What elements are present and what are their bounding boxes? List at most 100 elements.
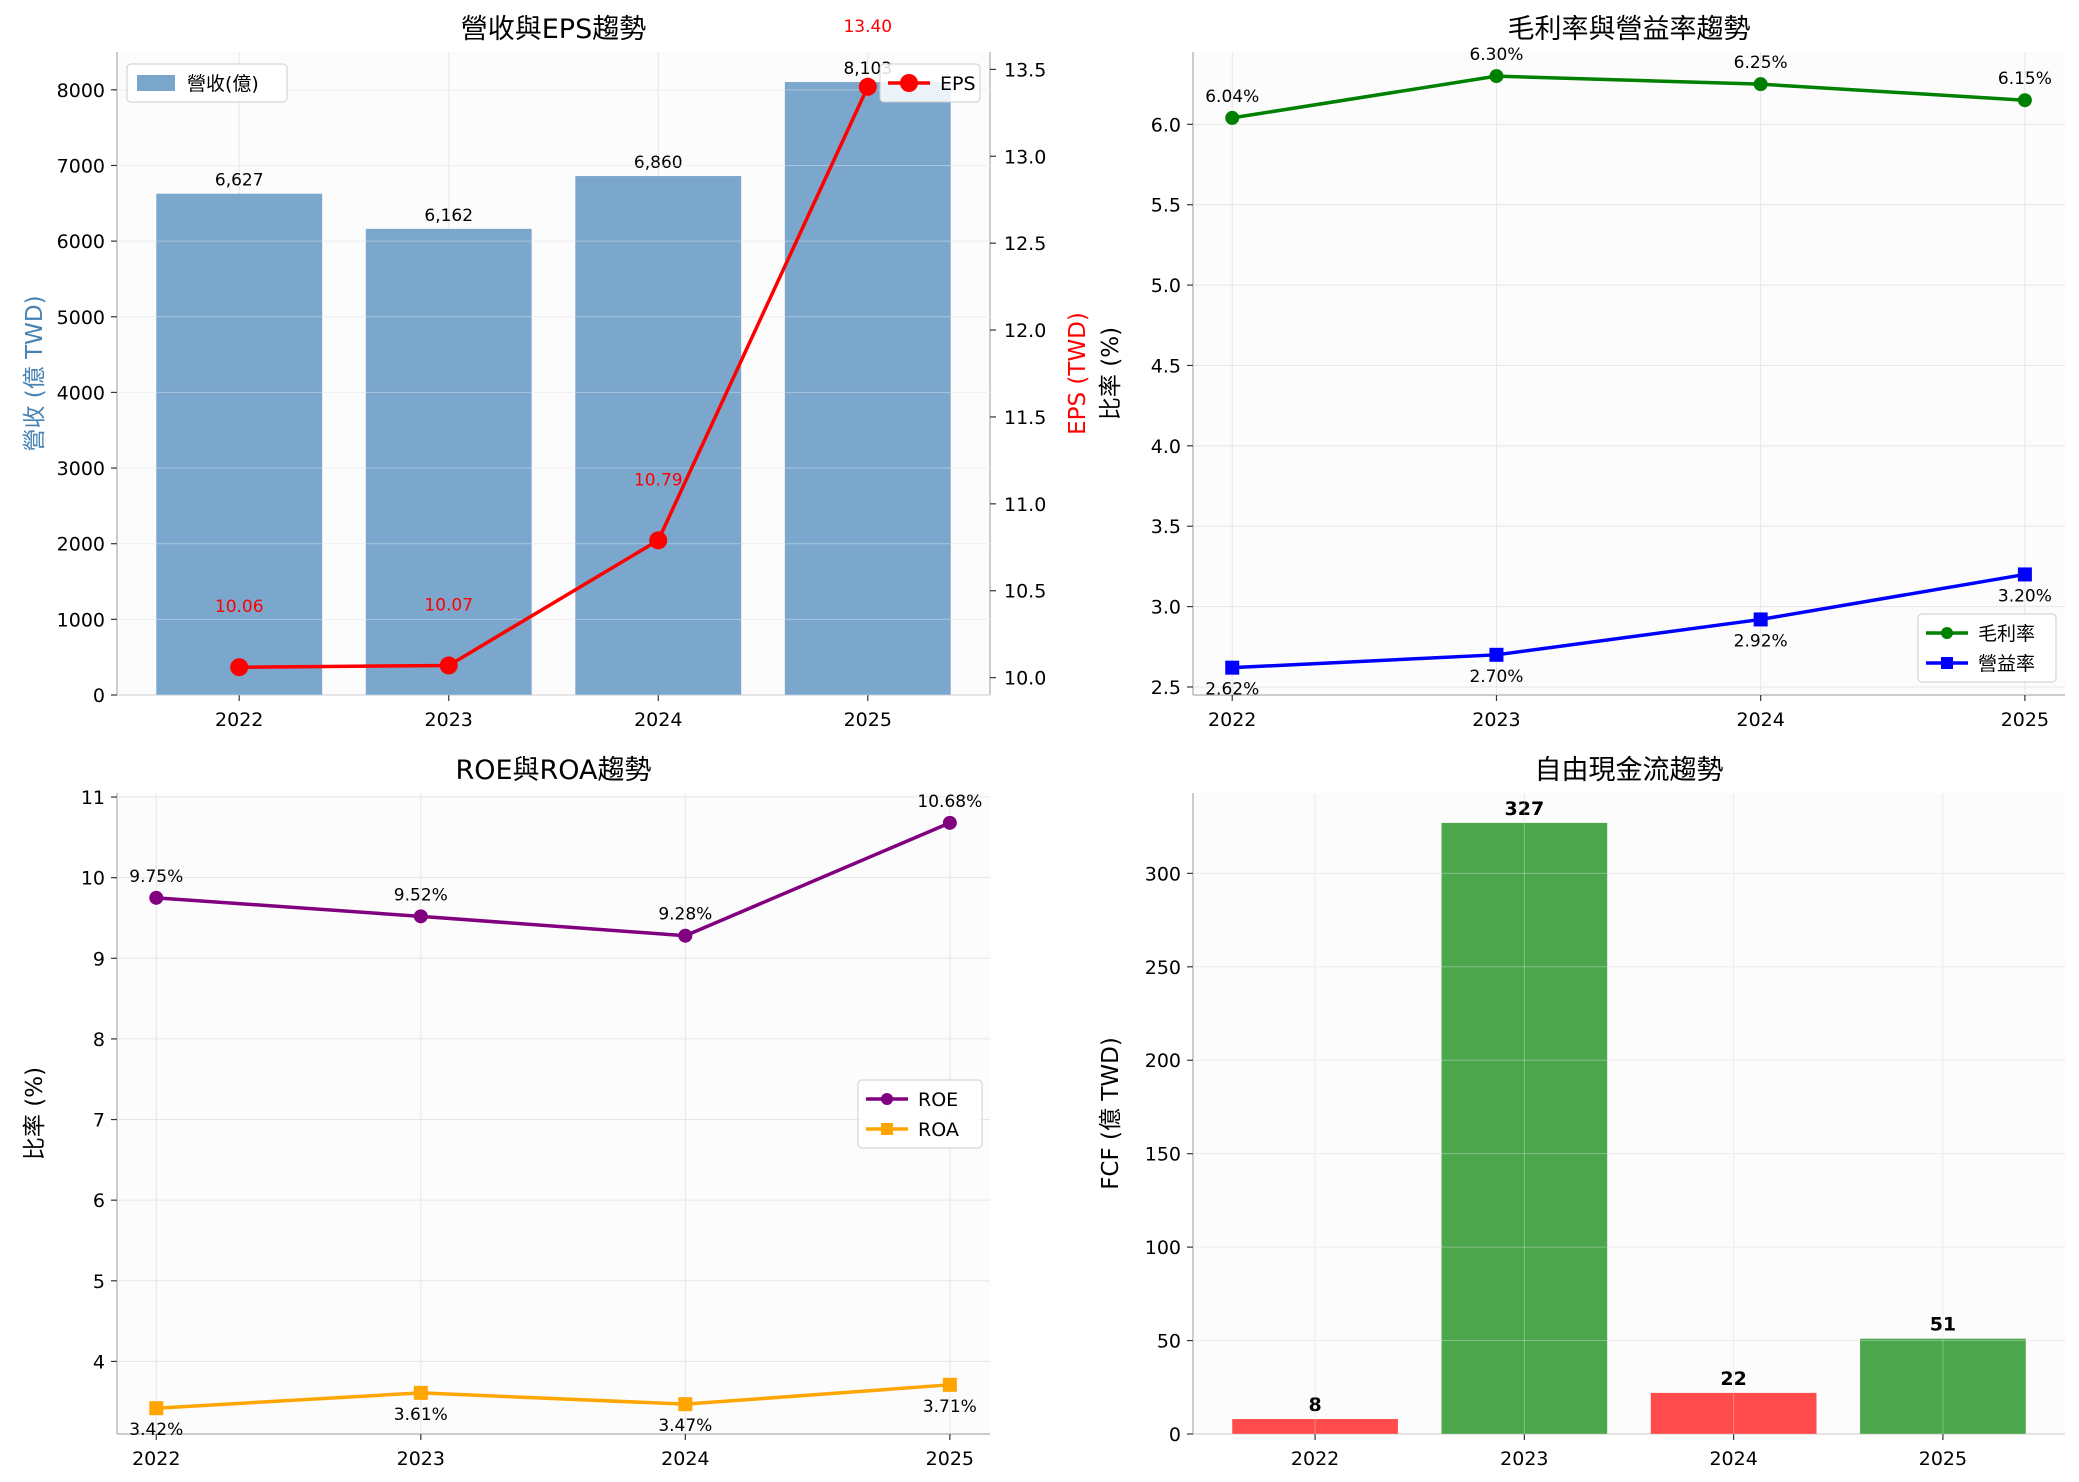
bar-value-label: 22 [1720, 1368, 1746, 1390]
series-point [2017, 567, 2032, 582]
x-tick-label: 2025 [2001, 709, 2049, 731]
bar-value-label: 327 [1505, 798, 1545, 820]
plot-area [1193, 793, 2065, 1434]
series-point [149, 890, 164, 905]
y2-axis-label: EPS (TWD) [1065, 312, 1091, 435]
legend-label: 營收(億) [187, 73, 259, 95]
point-value-label: 6.25% [1734, 53, 1788, 73]
y-tick-label: 2000 [57, 534, 105, 556]
y-tick-label: 300 [1145, 863, 1181, 885]
y2-tick-label: 13.0 [1004, 146, 1046, 168]
bar-value-label: 51 [1930, 1314, 1956, 1336]
y-tick-label: 2.5 [1151, 677, 1181, 699]
x-tick-label: 2024 [661, 1448, 709, 1470]
fcf-bar [1232, 1419, 1398, 1434]
point-value-label: 6.04% [1205, 87, 1259, 107]
point-value-label: 2.62% [1205, 680, 1259, 700]
revenue-eps-chart: 0 1000 2000 3000 4000 5000 6000 7000 8000 2022 202… [22, 14, 1091, 731]
eps-line [239, 86, 870, 669]
y-tick-label: 3000 [57, 458, 105, 480]
y-axis-label: 營收 (億 TWD) [22, 295, 48, 451]
x-tick-label: 2022 [215, 709, 263, 731]
series-point [1225, 110, 1240, 125]
y-axis-label: 比率 (%) [22, 1067, 48, 1160]
x-tick-label: 2025 [926, 1448, 974, 1470]
y-tick-label: 50 [1157, 1331, 1181, 1353]
eps-value-label: 10.06 [215, 597, 264, 617]
series-point [1489, 647, 1504, 662]
series-point [900, 74, 918, 92]
bar-value-label: 6,162 [424, 206, 473, 226]
y-tick-label: 4 [93, 1351, 105, 1373]
point-value-label: 10.68% [917, 792, 982, 812]
x-tick-label: 2022 [1291, 1448, 1339, 1470]
eps-point [230, 658, 249, 677]
y-tick-label: 200 [1145, 1050, 1181, 1072]
series-point [678, 1397, 693, 1412]
y-tick-label: 8 [93, 1029, 105, 1051]
fcf-bar [1650, 1392, 1817, 1434]
y-tick-label: 11 [81, 787, 105, 809]
point-value-label: 3.71% [923, 1397, 977, 1417]
y2-tick-label: 10.5 [1004, 581, 1046, 603]
plot-area [117, 793, 990, 1434]
roe-roa-chart: 4 5 6 7 8 9 10 11 2022 2023 2024 2025 9.75% 9.52% 9.28… [22, 755, 990, 1470]
y-tick-label: 10 [81, 868, 105, 890]
x-tick-label: 2022 [132, 1448, 180, 1470]
bar-value-label: 8 [1308, 1394, 1321, 1416]
x-tick-label: 2022 [1208, 709, 1256, 731]
y-tick-label: 4.5 [1151, 355, 1181, 377]
y-tick-label: 5.0 [1151, 275, 1181, 297]
y2-tick-label: 11.5 [1004, 407, 1046, 429]
series-point [942, 1377, 957, 1392]
y-tick-label: 3.0 [1151, 597, 1181, 619]
y-tick-label: 5000 [57, 307, 105, 329]
fcf-bar [1860, 1338, 2026, 1434]
legend-label: ROE [918, 1089, 958, 1111]
y2-tick-label: 13.5 [1004, 59, 1046, 81]
y-tick-label: 100 [1145, 1237, 1181, 1259]
series-point [1489, 69, 1504, 84]
eps-value-label: 10.79 [634, 470, 683, 490]
eps-point [649, 531, 668, 550]
legend-label: ROA [918, 1119, 959, 1141]
legend-label: 營益率 [1978, 653, 2035, 675]
series-line [1232, 572, 2026, 670]
y-tick-label: 4.0 [1151, 436, 1181, 458]
eps-point [439, 656, 458, 675]
point-value-label: 3.42% [129, 1420, 183, 1440]
x-tick-label: 2025 [1919, 1448, 1967, 1470]
x-tick-label: 2024 [1709, 1448, 1757, 1470]
point-value-label: 3.47% [658, 1416, 712, 1436]
y2-tick-label: 11.0 [1004, 494, 1046, 516]
y-tick-label: 4000 [57, 382, 105, 404]
point-value-label: 9.75% [129, 867, 183, 887]
y-tick-label: 7 [93, 1110, 105, 1132]
series-point [1225, 660, 1240, 675]
series-point [881, 1093, 893, 1105]
series-point [1753, 77, 1768, 92]
series-point [149, 1401, 164, 1416]
revenue-bar [575, 176, 742, 696]
series-point [413, 1385, 428, 1400]
y-tick-label: 6.0 [1151, 114, 1181, 136]
bar-value-label: 6,627 [215, 171, 264, 191]
y-tick-label: 6000 [57, 231, 105, 253]
y-tick-label: 9 [93, 948, 105, 970]
eps-value-label: 10.07 [424, 595, 473, 615]
point-value-label: 2.70% [1469, 667, 1523, 687]
chart-title: 自由現金流趨勢 [1535, 755, 1724, 786]
chart-title: 營收與EPS趨勢 [461, 14, 646, 45]
series-point [1941, 657, 1953, 669]
y-tick-label: 250 [1145, 957, 1181, 979]
x-tick-label: 2023 [1472, 709, 1520, 731]
revenue-bar [156, 193, 323, 695]
y-axis-label: FCF (億 TWD) [1098, 1037, 1124, 1190]
series-line [156, 821, 951, 938]
y-tick-label: 0 [93, 685, 105, 707]
point-value-label: 6.30% [1469, 45, 1523, 65]
fcf-chart: 0 50 100 150 200 250 300 2022 2023 2024 2025 8 327 22… [1098, 755, 2065, 1470]
y2-tick-label: 12.5 [1004, 233, 1046, 255]
x-tick-label: 2023 [397, 1448, 445, 1470]
